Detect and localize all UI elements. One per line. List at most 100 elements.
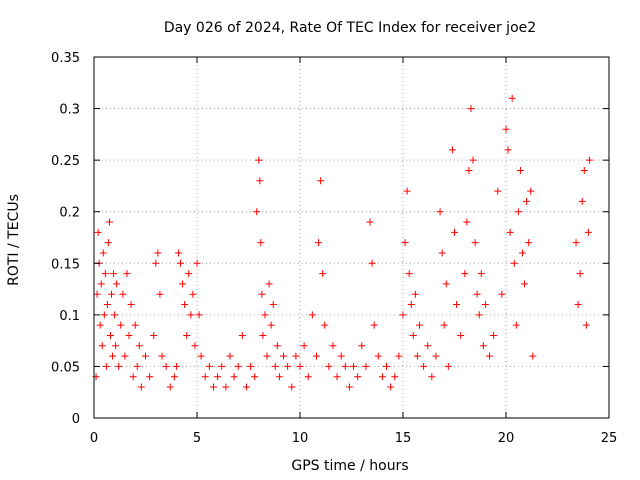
data-point <box>234 362 242 370</box>
data-point <box>162 362 170 370</box>
data-point <box>179 280 187 288</box>
data-point <box>345 383 353 391</box>
data-point <box>358 342 366 350</box>
data-point <box>453 301 461 309</box>
data-point <box>413 352 421 360</box>
data-point <box>463 218 471 226</box>
data-point <box>242 383 250 391</box>
data-point <box>527 187 535 195</box>
data-point <box>251 373 259 381</box>
data-point <box>185 270 193 278</box>
data-point <box>574 301 582 309</box>
x-tick-label: 15 <box>395 431 412 446</box>
data-point <box>103 301 111 309</box>
data-point <box>121 352 129 360</box>
data-point <box>105 218 113 226</box>
data-point <box>383 362 391 370</box>
data-point <box>521 280 529 288</box>
data-point <box>218 362 226 370</box>
data-point <box>523 197 531 205</box>
data-point <box>502 125 510 133</box>
data-point <box>401 239 409 247</box>
data-point <box>197 352 205 360</box>
data-point <box>529 352 537 360</box>
x-tick-label: 20 <box>498 431 515 446</box>
x-tick-label: 5 <box>193 431 201 446</box>
data-point <box>256 177 264 185</box>
data-point <box>106 331 114 339</box>
data-point <box>181 301 189 309</box>
data-point <box>403 187 411 195</box>
data-point <box>259 331 267 339</box>
data-point <box>238 331 246 339</box>
data-point <box>432 352 440 360</box>
data-point <box>111 311 119 319</box>
x-tick-label: 10 <box>292 431 309 446</box>
data-point <box>133 362 141 370</box>
data-point <box>263 352 271 360</box>
data-point <box>319 270 327 278</box>
data-point <box>317 177 325 185</box>
data-point <box>119 290 127 298</box>
data-point <box>486 352 494 360</box>
data-point <box>226 352 234 360</box>
x-axis-label: GPS time / hours <box>291 458 408 474</box>
data-point <box>137 383 145 391</box>
data-point <box>275 373 283 381</box>
data-point <box>96 321 104 329</box>
data-point <box>127 301 135 309</box>
data-point <box>158 352 166 360</box>
data-point <box>467 105 475 113</box>
data-point <box>267 321 275 329</box>
data-point <box>494 187 502 195</box>
data-point <box>201 373 209 381</box>
data-point <box>183 331 191 339</box>
data-point <box>321 321 329 329</box>
data-point <box>129 373 137 381</box>
data-point <box>98 342 106 350</box>
data-point <box>442 280 450 288</box>
data-point <box>174 249 182 257</box>
data-point <box>504 146 512 154</box>
data-point <box>368 259 376 267</box>
data-point <box>191 342 199 350</box>
axis-ticks <box>93 56 610 419</box>
data-point <box>428 373 436 381</box>
data-point <box>370 321 378 329</box>
y-tick-labels: 0 0.05 0.1 0.15 0.2 0.25 0.3 0.35 <box>51 51 80 427</box>
data-point <box>187 311 195 319</box>
chart-title: Day 026 of 2024, Rate Of TEC Index for r… <box>164 20 536 36</box>
data-point <box>312 352 320 360</box>
data-point <box>247 362 255 370</box>
data-point <box>296 362 304 370</box>
data-point <box>100 311 108 319</box>
x-tick-labels: 0 5 10 15 20 25 <box>90 431 617 446</box>
data-point <box>123 270 131 278</box>
data-point <box>152 259 160 267</box>
data-point <box>440 321 448 329</box>
y-tick-label: 0.35 <box>51 51 80 66</box>
data-point <box>411 290 419 298</box>
data-point <box>420 362 428 370</box>
data-point <box>481 301 489 309</box>
data-point <box>300 342 308 350</box>
data-point <box>209 383 217 391</box>
data-point <box>193 259 201 267</box>
data-point <box>436 208 444 216</box>
data-point <box>131 321 139 329</box>
data-point <box>374 352 382 360</box>
data-point <box>490 331 498 339</box>
data-point <box>387 383 395 391</box>
data-point <box>391 373 399 381</box>
data-point <box>580 166 588 174</box>
data-point <box>292 352 300 360</box>
data-point <box>109 352 117 360</box>
data-point <box>97 280 105 288</box>
data-point <box>261 311 269 319</box>
y-tick-label: 0.3 <box>59 103 80 118</box>
x-tick-label: 25 <box>601 431 618 446</box>
data-point <box>93 290 101 298</box>
data-point <box>451 228 458 236</box>
data-point <box>333 373 341 381</box>
